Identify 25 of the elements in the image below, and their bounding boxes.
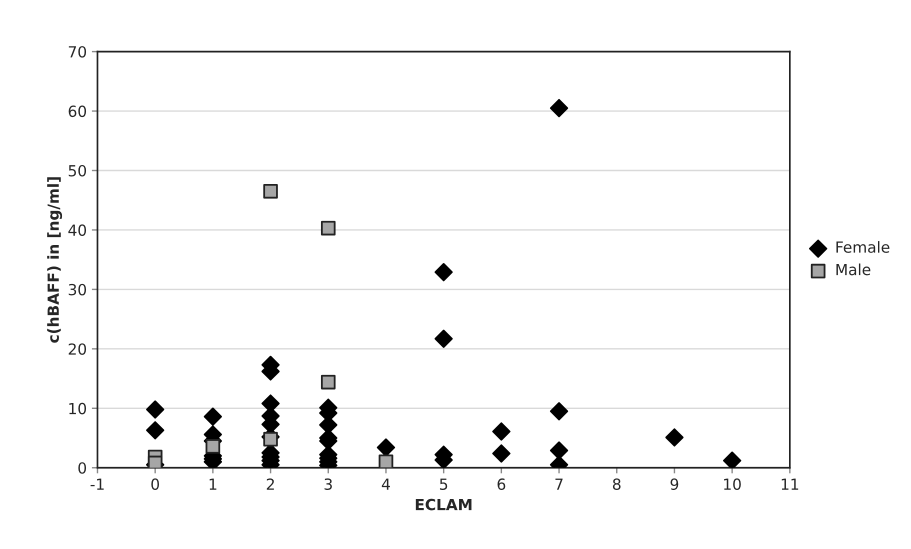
x-tick-label: 7 <box>555 478 563 490</box>
x-axis-title: ECLAM <box>416 498 472 510</box>
x-tick-label: 10 <box>724 478 741 490</box>
legend-label: Male <box>836 263 870 276</box>
legend-label: Female <box>836 241 890 253</box>
y-tick-label: 10 <box>69 402 86 414</box>
x-tick-label: 6 <box>498 478 506 490</box>
y-tick-label: 30 <box>68 284 86 296</box>
x-tick-label: 11 <box>782 478 798 490</box>
y-tick-label: 50 <box>68 164 86 177</box>
y-tick-label: 70 <box>68 46 86 58</box>
x-tick-label: 2 <box>266 478 274 490</box>
x-tick-label: 9 <box>670 478 678 490</box>
x-tick-label: -1 <box>90 478 104 490</box>
y-tick-label: 40 <box>68 224 86 236</box>
x-tick-label: 0 <box>151 478 160 490</box>
y-axis-title: c(hBAFF) in [ng/ml] <box>47 177 62 343</box>
x-tick-label: 8 <box>612 478 621 490</box>
x-tick-label: 5 <box>440 478 448 490</box>
y-tick-label: 20 <box>68 343 86 355</box>
y-tick-label: 0 <box>78 462 86 474</box>
y-tick-label: 60 <box>68 106 86 118</box>
x-tick-label: 4 <box>382 478 390 490</box>
x-tick-label: 1 <box>210 478 216 490</box>
x-tick-label: 3 <box>324 478 332 490</box>
